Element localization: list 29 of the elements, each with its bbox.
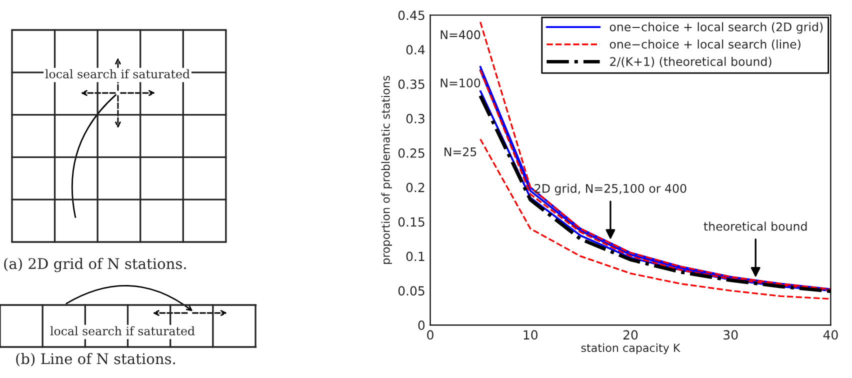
y-tick-label: 0.2 xyxy=(406,182,424,192)
annotation: N=100 xyxy=(440,78,480,88)
y-tick-label: 0.35 xyxy=(398,79,424,89)
y-tick-label: 0.05 xyxy=(398,286,424,296)
y-tick-label: 0.3 xyxy=(406,114,424,124)
legend-label: one−choice + local search (line) xyxy=(610,40,800,50)
x-tick-label: 10 xyxy=(524,330,538,340)
annotation: 2D grid, N=25,100 or 400 xyxy=(534,184,686,196)
y-tick-label: 0.1 xyxy=(406,252,424,262)
legend-label: 2/(K+1) (theoretical bound) xyxy=(610,56,772,68)
x-axis-title: station capacity K xyxy=(581,343,680,354)
y-tick-label: 0.15 xyxy=(398,217,424,227)
text: (b) Line of N stations. xyxy=(16,352,176,366)
legend-label: one−choice + local search (2D grid) xyxy=(610,22,823,34)
y-tick-label: 0 xyxy=(418,320,425,330)
text: (a) 2D grid of N stations. xyxy=(4,258,186,272)
y-tick-label: 0.4 xyxy=(406,45,425,54)
x-tick-label: 30 xyxy=(724,330,738,340)
annotation: N=400 xyxy=(440,30,480,40)
x-tick-label: 40 xyxy=(823,330,838,340)
text: local search if saturated xyxy=(45,69,190,78)
x-tick-label: 0 xyxy=(427,330,434,340)
y-axis-title: proportion of problematic stations xyxy=(381,76,392,264)
text: local search if saturated xyxy=(50,326,195,336)
x-tick-label: 20 xyxy=(623,330,638,340)
y-tick-label: 0.45 xyxy=(398,10,424,20)
annotation: N=25 xyxy=(444,147,476,156)
y-tick-label: 0.25 xyxy=(398,148,424,158)
annotation: theoretical bound xyxy=(704,222,807,231)
